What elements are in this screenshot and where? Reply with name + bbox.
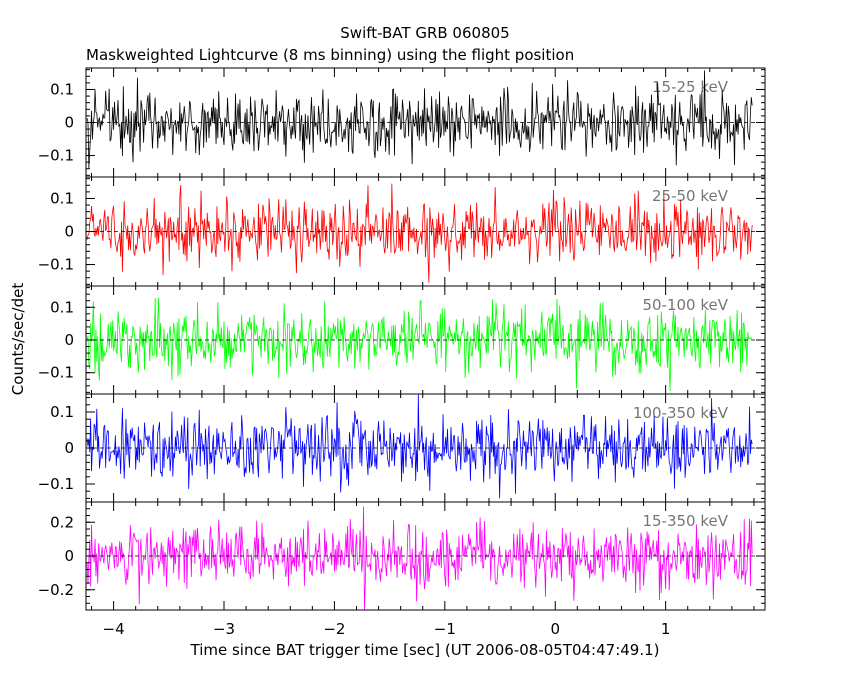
panel-3: 50-100 keV −0.1 0 0.1 — [38, 285, 766, 395]
band-label: 50-100 keV — [642, 296, 728, 314]
series-line — [86, 297, 753, 392]
x-axis-label: Time since BAT trigger time [sec] (UT 20… — [190, 641, 660, 659]
panels-group: 15-25 keV−0.100.125-50 keV−0.100.150-100… — [38, 67, 766, 611]
y-axis-label: Counts/sec/det — [9, 283, 27, 396]
x-tick-label: 1 — [661, 620, 671, 638]
band-label: 100-350 keV — [633, 404, 729, 422]
y-tick-label: 0.1 — [50, 403, 74, 421]
panel-4: 100-350 keV −0.1 0 0.1 — [38, 393, 766, 503]
x-tick-label: −3 — [213, 620, 235, 638]
x-tick-labels: −4 −3 −2 −1 0 1 — [103, 620, 671, 638]
y-tick-label: 0.1 — [50, 298, 74, 316]
series-line — [86, 70, 753, 169]
y-tick-label: −0.1 — [38, 475, 74, 493]
y-tick-label: −0.1 — [38, 364, 74, 382]
y-tick-label: −0.2 — [38, 581, 74, 599]
panel-1: 15-25 keV −0.1 0 0.1 — [38, 67, 766, 178]
chart-title: Swift-BAT GRB 060805 — [340, 24, 509, 42]
series-line — [86, 183, 753, 283]
panel-5: 15-350 keV −0.2 0 0.2 — [38, 501, 766, 611]
x-tick-label: 0 — [550, 620, 560, 638]
y-tick-label: 0 — [64, 439, 74, 457]
panel-2: 25-50 keV −0.1 0 0.1 — [38, 176, 766, 287]
series-line — [86, 394, 753, 499]
chart-subtitle: Maskweighted Lightcurve (8 ms binning) u… — [86, 46, 574, 64]
series-line — [86, 506, 753, 610]
y-tick-label: 0 — [64, 331, 74, 349]
y-tick-label: −0.1 — [38, 256, 74, 274]
y-tick-label: 0 — [64, 547, 74, 565]
y-tick-label: 0.2 — [50, 513, 74, 531]
y-tick-label: 0.1 — [50, 189, 74, 207]
y-tick-label: 0.1 — [50, 80, 74, 98]
x-tick-label: −4 — [103, 620, 125, 638]
band-label: 15-350 keV — [642, 512, 728, 530]
y-tick-label: −0.1 — [38, 147, 74, 165]
x-tick-label: −2 — [323, 620, 345, 638]
band-label: 15-25 keV — [652, 78, 729, 96]
x-tick-label: −1 — [434, 620, 456, 638]
y-tick-label: 0 — [64, 114, 74, 132]
band-label: 25-50 keV — [652, 187, 729, 205]
y-tick-label: 0 — [64, 223, 74, 241]
